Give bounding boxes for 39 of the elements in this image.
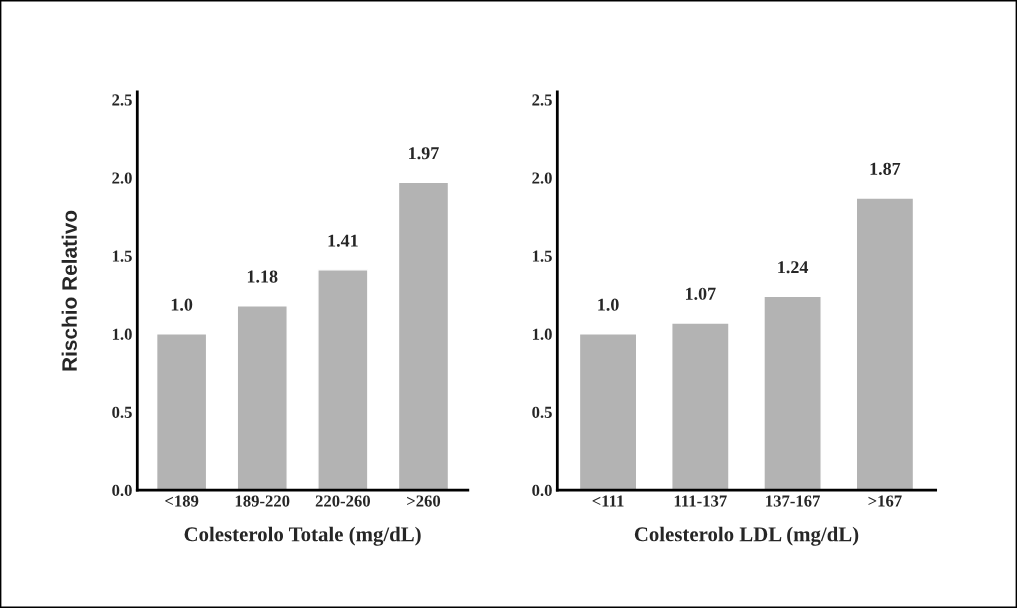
data-label: 1.97 xyxy=(409,147,439,160)
y-tick-label: 2.5 xyxy=(112,94,132,106)
y-tick-label: 1.5 xyxy=(532,250,552,262)
y-tick-label: 0.0 xyxy=(532,484,552,497)
x-tick-label: 111-137 xyxy=(674,495,727,507)
y-tick-label: 2.0 xyxy=(112,172,132,184)
data-label: 1.0 xyxy=(598,298,619,311)
x-tick-label: <189 xyxy=(165,495,199,507)
y-tick-label: 0.0 xyxy=(112,484,132,497)
x-tick-label: 189-220 xyxy=(235,495,290,507)
x-tick-label: 137-167 xyxy=(766,495,820,507)
y-tick-label: 2.0 xyxy=(532,172,552,184)
y-axis-title: Rischio Relativo xyxy=(61,210,77,371)
data-label: 1.0 xyxy=(171,298,193,311)
data-label: 1.41 xyxy=(328,234,358,247)
x-tick-label: 220-260 xyxy=(315,495,371,507)
bar xyxy=(236,305,288,491)
data-label: 1.18 xyxy=(247,270,278,283)
bar xyxy=(317,269,369,491)
y-tick-label: 1.0 xyxy=(112,328,132,340)
x-tick-label: <111 xyxy=(592,495,624,507)
y-tick-label: 1.5 xyxy=(112,250,132,262)
data-label: 1.24 xyxy=(778,261,809,274)
y-tick-label: 0.5 xyxy=(112,406,132,418)
y-tick-label: 2.5 xyxy=(532,94,552,106)
bar xyxy=(155,333,208,491)
x-axis-title: Colesterolo Totale (mg/dL) xyxy=(184,526,421,546)
bar xyxy=(397,181,450,491)
y-tick-label: 0.5 xyxy=(532,406,552,418)
data-label: 1.07 xyxy=(685,287,716,300)
bar xyxy=(671,322,730,491)
bar xyxy=(855,197,915,491)
bar xyxy=(578,333,638,491)
x-tick-label: >167 xyxy=(868,495,902,507)
bar xyxy=(763,295,822,491)
data-label: 1.87 xyxy=(870,162,901,175)
y-tick-label: 1.0 xyxy=(532,328,552,340)
x-axis-title: Colesterolo LDL (mg/dL) xyxy=(634,526,859,546)
x-tick-label: >260 xyxy=(407,495,441,507)
